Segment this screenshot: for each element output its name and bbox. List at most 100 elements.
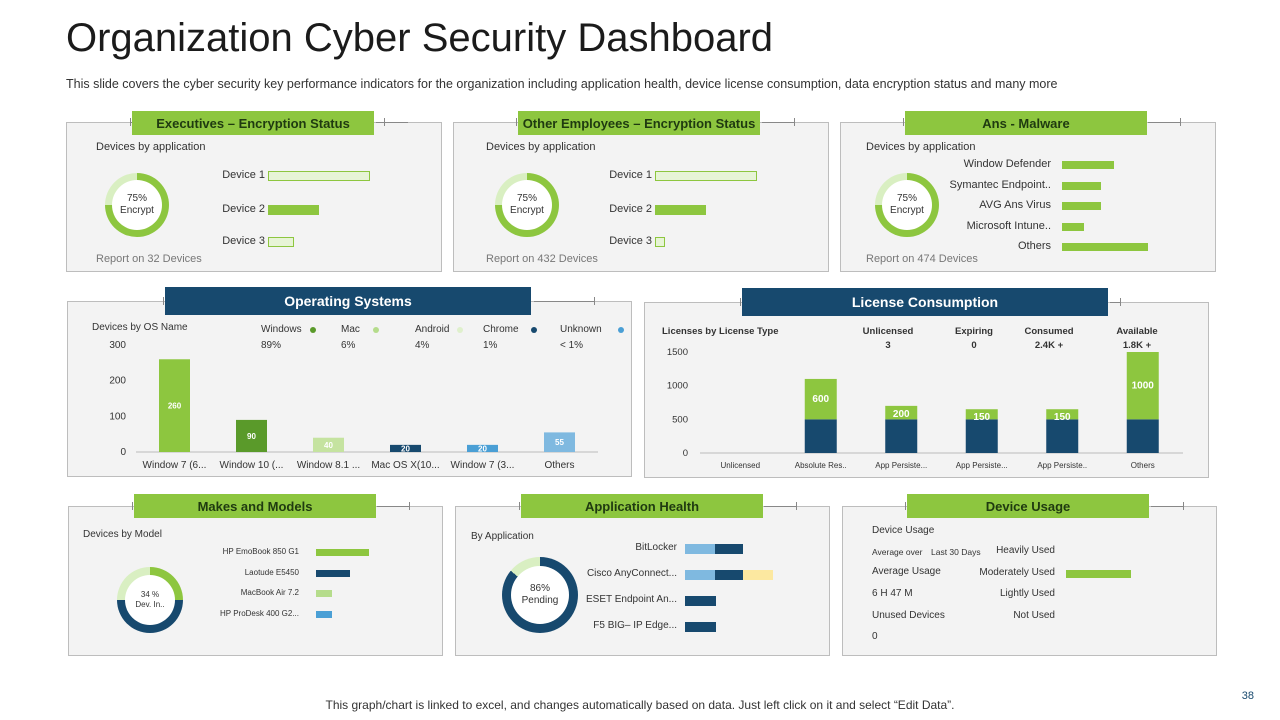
model-bar [316, 549, 369, 556]
license-header: License Consumption [742, 288, 1108, 316]
os-legend-dot [457, 327, 463, 333]
os-bar-chart: 0 100 200 300 260 Window 7 (6... 90 Window 10 (… [109, 340, 598, 471]
device-bar [268, 237, 294, 247]
footer-note: This graph/chart is linked to excel, and… [325, 698, 955, 712]
license-x-label: App Persiste... [875, 461, 927, 470]
device-label: Device 3 [222, 235, 265, 247]
license-bar-segment [804, 378, 837, 420]
license-bar-label: 600 [812, 394, 829, 405]
os-legend-pct: < 1% [560, 340, 584, 351]
os-bar-label: 90 [247, 432, 256, 441]
device-label: Device 3 [609, 235, 652, 247]
os-y-tick: 100 [109, 411, 126, 422]
device-label: Device 1 [609, 169, 652, 181]
apphealth-donut-text: Pending [521, 595, 559, 606]
app-label: ESET Endpoint An... [586, 594, 677, 605]
license-stat-value: 1.8K + [1122, 340, 1152, 351]
other-donut-center: 75% Encrypt [502, 180, 552, 230]
os-bar [467, 444, 498, 452]
license-x-label: Unlicensed [720, 461, 760, 470]
app-bar-segment [743, 570, 773, 580]
model-bar [316, 590, 332, 597]
other-encryption-panel: Devices by application 75% Encrypt Devic… [453, 122, 829, 272]
exec-donut-center: 75% Encrypt [112, 180, 162, 230]
license-bar-label: 150 [1054, 412, 1071, 423]
usage-level-label: Lightly Used [999, 588, 1055, 599]
model-bar [316, 569, 351, 577]
os-panel: Devices by OS Name Windows 89% Mac 6% Androi… [67, 301, 632, 477]
usage-unused-label: Unused Devices [872, 610, 945, 621]
apphealth-donut-center: 86% Pending [511, 566, 569, 624]
exec-donut-pct: 75% [126, 193, 147, 204]
os-x-label: Mac OS X(10... [371, 460, 439, 471]
usage-level-label: Heavily Used [996, 545, 1055, 556]
os-x-label: Window 7 (3... [451, 460, 515, 471]
malware-item-label: Microsoft Intune.. [966, 219, 1051, 232]
os-legend-dot [373, 327, 379, 333]
os-bar [313, 437, 344, 452]
os-legend-name: Mac [341, 324, 360, 335]
app-bar-segment [685, 570, 715, 580]
license-bar-segment [1126, 419, 1159, 453]
os-header: Operating Systems [165, 287, 531, 315]
os-bar [159, 359, 190, 452]
os-x-label: Window 7 (6... [143, 460, 207, 471]
license-stat-name: Unlicensed [862, 326, 914, 337]
makes-donut-text: Dev. In.. [135, 600, 165, 609]
apphealth-by-app-label: By Application [471, 531, 534, 542]
os-x-label: Others [544, 460, 574, 471]
os-bar [544, 432, 575, 452]
page-title: Organization Cyber Security Dashboard [66, 16, 774, 60]
device-bar [655, 171, 757, 181]
page-number: 38 [1241, 690, 1254, 702]
model-label: Laotude E5450 [244, 567, 299, 577]
model-label: MacBook Air 7.2 [240, 588, 299, 597]
license-bar-segment [885, 419, 918, 453]
os-bar-label: 55 [555, 438, 564, 447]
license-y-tick: 1000 [667, 381, 688, 392]
exec-devices-label: Devices by application [96, 141, 206, 153]
os-y-tick: 300 [109, 340, 126, 351]
license-bar-segment [965, 409, 998, 420]
app-bar-segment [685, 544, 715, 554]
usage-header: Device Usage [907, 494, 1149, 518]
os-bar [236, 419, 267, 452]
malware-item-bar [1062, 243, 1148, 251]
malware-donut-text: Encrypt [890, 205, 924, 216]
malware-item-bar [1062, 161, 1114, 169]
exec-report: Report on 32 Devices [96, 253, 202, 265]
exec-header: Executives – Encryption Status [132, 111, 374, 135]
malware-item-label: AVG Ans Virus [979, 199, 1051, 211]
device-bar [655, 237, 666, 247]
other-donut-pct: 75% [516, 193, 537, 204]
device-bar [268, 171, 370, 181]
usage-avg-usage-value: 6 H 47 M [872, 588, 913, 599]
usage-avg-usage-label: Average Usage [872, 566, 941, 577]
malware-item-bar [1062, 181, 1101, 190]
os-bar [390, 444, 421, 452]
license-panel: Licenses by License Type Unlicensed 3 Expi… [644, 302, 1209, 478]
app-label: BitLocker [635, 542, 677, 553]
os-legend-dot [618, 327, 624, 333]
malware-item-label: Window Defender [963, 158, 1051, 170]
app-bar-segment [685, 596, 716, 606]
os-legend-name: Chrome [483, 324, 519, 335]
os-legend-dot [531, 327, 537, 333]
license-stat-name: Expiring [954, 326, 993, 337]
license-x-label: App Persiste.. [1037, 461, 1087, 470]
license-y-tick: 500 [672, 414, 688, 425]
usage-panel: Device Usage Average over Last 30 Days A… [842, 506, 1217, 656]
license-stat-name: Consumed [1024, 326, 1074, 337]
apphealth-donut-pct: 86% [529, 583, 550, 594]
malware-header: Ans - Malware [905, 111, 1147, 135]
app-bar-segment [685, 622, 716, 632]
license-stacked-chart: 0 500 1000 1500 Unlicensed 600 Absolute Res.. 2… [667, 347, 1183, 470]
malware-report: Report on 474 Devices [866, 253, 978, 265]
apphealth-header: Application Health [521, 494, 763, 518]
os-y-tick: 0 [120, 447, 126, 458]
os-x-label: Window 8.1 ... [297, 460, 360, 471]
makes-panel: Devices by Model 34 % Dev. In.. HP EmoBo… [68, 506, 443, 656]
os-bar-label: 40 [324, 441, 333, 450]
os-legend-name: Unknown [560, 324, 602, 335]
os-legend-name: Android [415, 324, 450, 335]
